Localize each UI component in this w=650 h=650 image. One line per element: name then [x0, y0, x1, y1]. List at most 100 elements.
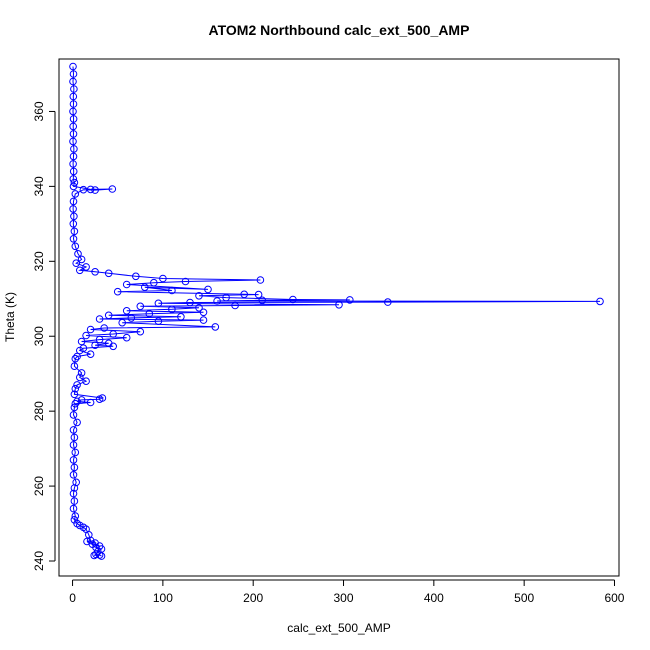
- x-tick-label: 600: [604, 591, 624, 605]
- data-point: [186, 298, 194, 307]
- data-point: [73, 397, 81, 406]
- data-point: [254, 290, 263, 299]
- data-point: [69, 62, 77, 71]
- data-point: [145, 310, 154, 318]
- data-point: [104, 311, 113, 320]
- data-point: [86, 185, 95, 194]
- data-point: [122, 280, 131, 289]
- data-point: [69, 160, 77, 168]
- data-point: [122, 307, 131, 315]
- data-point: [86, 536, 95, 545]
- data-point: [72, 259, 80, 268]
- data-point: [70, 85, 78, 93]
- data-point: [69, 205, 77, 213]
- data-point: [74, 250, 82, 258]
- data-point: [69, 175, 78, 183]
- data-point: [77, 369, 86, 377]
- y-tick-label: 280: [32, 401, 46, 421]
- data-point: [71, 512, 80, 520]
- data-point: [69, 411, 78, 419]
- data-point: [69, 92, 78, 101]
- data-point: [73, 352, 81, 361]
- data-point: [204, 285, 212, 294]
- data-point: [95, 551, 104, 559]
- data-point: [70, 403, 79, 412]
- data-point: [69, 152, 78, 161]
- data-point: [76, 346, 84, 355]
- data-point: [86, 325, 95, 334]
- y-tick-label: 340: [32, 176, 46, 196]
- data-point: [168, 305, 176, 314]
- data-point: [346, 296, 354, 304]
- data-point: [76, 373, 84, 382]
- data-point: [85, 531, 93, 539]
- data-point: [222, 293, 230, 302]
- data-point: [95, 335, 104, 344]
- data-point: [70, 227, 79, 236]
- data-point: [69, 220, 78, 228]
- data-point: [69, 77, 77, 86]
- data-point: [199, 308, 208, 317]
- data-point: [76, 266, 84, 275]
- y-tick-label: 260: [32, 476, 46, 496]
- data-point: [69, 122, 77, 131]
- data-point: [199, 316, 208, 324]
- data-point: [384, 298, 392, 306]
- data-point: [109, 342, 117, 351]
- data-point: [289, 295, 297, 304]
- data-point: [213, 297, 221, 305]
- data-point: [113, 287, 122, 296]
- data-point: [211, 323, 220, 331]
- x-axis: 0 100 200 300 400 500 600: [69, 579, 625, 605]
- data-point: [71, 399, 80, 408]
- data-point: [69, 182, 78, 191]
- data-point: [70, 178, 79, 187]
- data-point: [69, 504, 78, 513]
- data-point: [258, 296, 267, 305]
- data-point: [127, 314, 136, 322]
- data-point: [71, 448, 80, 457]
- data-point: [70, 433, 79, 442]
- data-point: [70, 463, 79, 472]
- data-point: [69, 426, 78, 434]
- data-point: [91, 268, 99, 276]
- data-point: [108, 185, 117, 193]
- data-point: [86, 350, 95, 359]
- data-point: [90, 551, 98, 560]
- data-point: [91, 186, 99, 194]
- data-point: [181, 277, 190, 286]
- data-point: [70, 362, 79, 371]
- data-point: [92, 550, 100, 559]
- data-point: [136, 327, 145, 336]
- x-tick-label: 400: [424, 591, 444, 605]
- data-point: [69, 456, 78, 464]
- series-layer: [69, 62, 604, 560]
- y-tick-label: 300: [32, 326, 46, 346]
- data-point: [69, 115, 78, 123]
- x-tick-label: 0: [69, 591, 76, 605]
- data-point: [70, 145, 78, 153]
- data-point: [71, 190, 80, 198]
- data-point: [95, 395, 104, 404]
- data-point: [195, 292, 203, 300]
- data-point: [69, 235, 78, 243]
- data-point: [154, 299, 163, 308]
- series-line: [72, 66, 601, 557]
- data-point: [104, 269, 113, 278]
- data-point: [109, 330, 117, 338]
- data-point: [77, 337, 86, 346]
- data-point: [71, 384, 80, 393]
- data-point: [71, 354, 80, 363]
- data-point: [95, 315, 104, 323]
- data-point: [77, 396, 86, 404]
- data-point: [73, 381, 81, 389]
- x-tick-label: 500: [514, 591, 534, 605]
- data-point: [132, 272, 140, 281]
- data-point: [70, 390, 79, 399]
- data-point: [256, 276, 265, 284]
- data-point: [69, 100, 78, 108]
- data-point: [97, 552, 106, 560]
- data-point: [168, 286, 176, 295]
- y-axis: 240 260 280 300 320 340 360: [32, 101, 56, 571]
